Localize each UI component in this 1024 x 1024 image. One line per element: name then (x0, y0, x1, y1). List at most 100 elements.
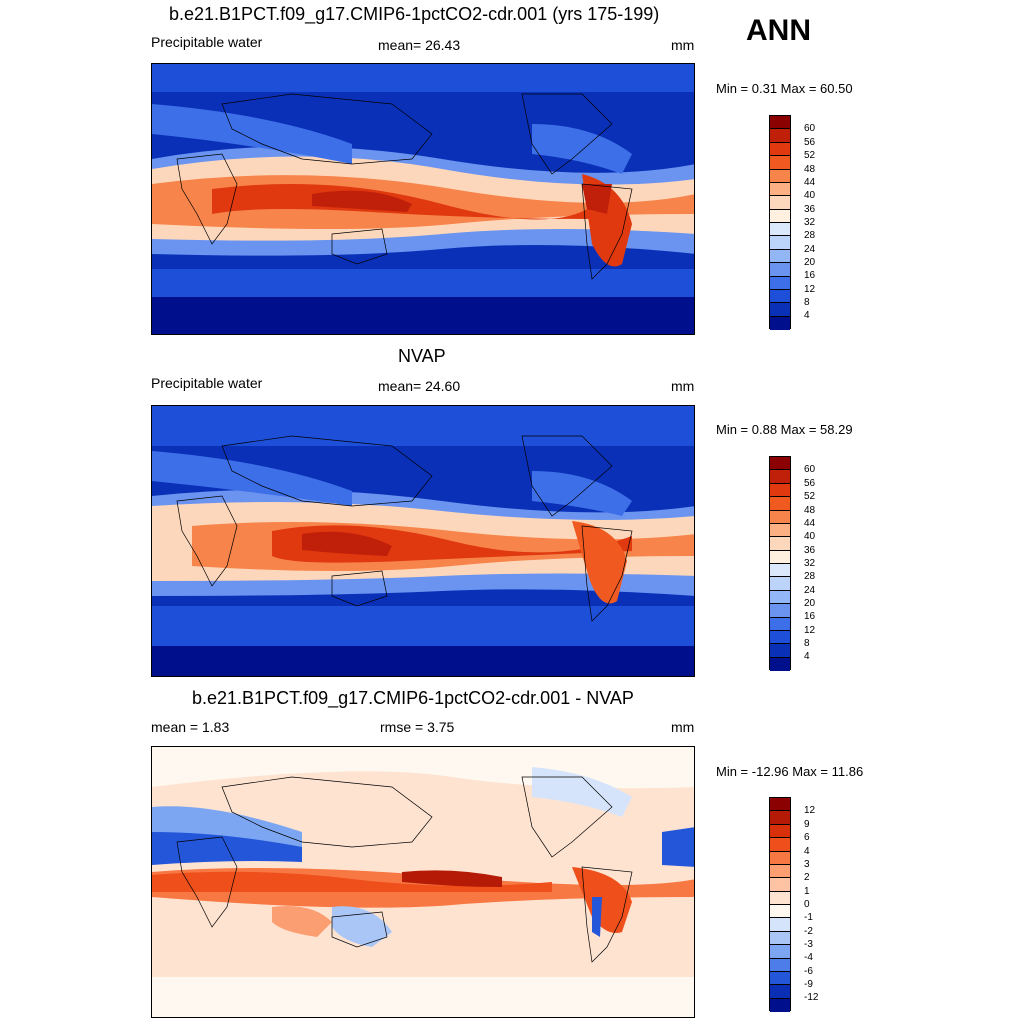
panel3-colorbar-tick: 2 (804, 872, 810, 883)
panel3-colorbar-tick: -9 (804, 979, 813, 990)
panel2-colorbar-tick: 20 (804, 598, 816, 609)
panel3-colorbar-tick: 12 (804, 805, 816, 816)
panel3-colorbar-swatch (770, 905, 790, 919)
panel1-colorbar-tick: 40 (804, 190, 816, 201)
panel3-colorbar-tick: 1 (804, 886, 810, 897)
panel1-colorbar-tick: 4 (804, 310, 810, 321)
panel2-colorbar-tick: 40 (804, 531, 816, 542)
panel1-colorbar-tick: 24 (804, 244, 816, 255)
panel1-colorbar-swatch (770, 223, 790, 237)
panel3-colorbar-tick: 3 (804, 859, 810, 870)
panel3-range-label: Min = -12.96 Max = 11.86 (716, 764, 864, 779)
panel1-colorbar-swatch (770, 316, 790, 330)
panel2-colorbar (769, 456, 791, 671)
panel1-colorbar-swatch (770, 263, 790, 277)
panel2-colorbar-tick: 44 (804, 518, 816, 529)
panel1-colorbar-tick: 60 (804, 123, 816, 134)
panel1-colorbar-swatch (770, 169, 790, 183)
panel1-colorbar-tick: 20 (804, 257, 816, 268)
panel3-colorbar-tick: -2 (804, 926, 813, 937)
panel1-title: b.e21.B1PCT.f09_g17.CMIP6-1pctCO2-cdr.00… (169, 4, 660, 24)
panel3-colorbar-swatch (770, 998, 790, 1012)
panel3-title: b.e21.B1PCT.f09_g17.CMIP6-1pctCO2-cdr.00… (192, 688, 634, 708)
panel2-colorbar-tick: 4 (804, 651, 810, 662)
panel1-colorbar-swatch (770, 289, 790, 304)
panel1-colorbar-tick: 52 (804, 150, 816, 161)
panel2-colorbar-swatch (770, 630, 790, 645)
panel2-colorbar-tick: 16 (804, 611, 816, 622)
panel2-range-label: Min = 0.88 Max = 58.29 (716, 422, 853, 437)
panel1-mean-label: mean= 26.43 (378, 37, 461, 53)
panel1-colorbar-swatch (770, 236, 790, 250)
panel3-colorbar-tick: 0 (804, 899, 810, 910)
panel2-colorbar-tick: 12 (804, 625, 816, 636)
panel3-colorbar-tick: -4 (804, 952, 813, 963)
panel3-colorbar-swatch (770, 985, 790, 999)
panel3-colorbar-tick: 6 (804, 832, 810, 843)
panel3-colorbar-tick: -1 (804, 912, 813, 923)
panel2-colorbar-swatch (770, 510, 790, 524)
panel1-colorbar-swatch (770, 142, 790, 157)
panel2-colorbar-swatch (770, 617, 790, 631)
panel3-rmse-label: rmse = 3.75 (380, 719, 455, 735)
panel3-colorbar-swatch (770, 851, 790, 865)
panel2-colorbar-swatch (770, 537, 790, 551)
panel1-colorbar (769, 115, 791, 330)
panel1-colorbar-swatch (770, 249, 790, 264)
panel2-colorbar-tick: 36 (804, 545, 816, 556)
panel2-colorbar-swatch (770, 470, 790, 484)
panel3-colorbar-swatch (770, 918, 790, 932)
panel3-colorbar-swatch (770, 931, 790, 946)
panel3-colorbar-swatch (770, 798, 790, 812)
panel3-colorbar-swatch (770, 971, 790, 986)
season-label: ANN (746, 14, 811, 47)
panel1-range-label: Min = 0.31 Max = 60.50 (716, 81, 853, 96)
panel2-colorbar-swatch (770, 457, 790, 471)
panel1-colorbar-tick: 56 (804, 137, 816, 148)
panel3-colorbar-swatch (770, 891, 790, 905)
panel1-colorbar-swatch (770, 116, 790, 130)
panel1-map (151, 63, 695, 335)
panel2-colorbar-swatch (770, 550, 790, 564)
panel2-colorbar-swatch (770, 657, 790, 671)
panel1-units-label: mm (671, 37, 695, 53)
panel2-colorbar-tick: 48 (804, 505, 816, 516)
panel3-colorbar (769, 797, 791, 1012)
panel1-colorbar-tick: 44 (804, 177, 816, 188)
panel2-colorbar-tick: 8 (804, 638, 810, 649)
panel3-mean-label: mean = 1.83 (151, 719, 230, 735)
panel1-colorbar-tick: 28 (804, 230, 816, 241)
panel1-left-label: Precipitable water (151, 34, 263, 50)
panel1-colorbar-tick: 8 (804, 297, 810, 308)
panel2-colorbar-swatch (770, 644, 790, 658)
panel2-colorbar-tick: 60 (804, 464, 816, 475)
panel1-colorbar-tick: 48 (804, 164, 816, 175)
panel1-colorbar-tick: 32 (804, 217, 816, 228)
panel2-colorbar-tick: 56 (804, 478, 816, 489)
panel3-colorbar-swatch (770, 958, 790, 972)
panel2-mean-label: mean= 24.60 (378, 378, 461, 394)
panel3-colorbar-tick: -6 (804, 966, 813, 977)
panel3-units-label: mm (671, 719, 695, 735)
panel2-colorbar-tick: 28 (804, 571, 816, 582)
panel3-colorbar-swatch (770, 838, 790, 852)
panel2-colorbar-swatch (770, 497, 790, 511)
panel3-colorbar-swatch (770, 811, 790, 825)
panel2-colorbar-tick: 24 (804, 585, 816, 596)
panel2-colorbar-swatch (770, 604, 790, 618)
panel3-colorbar-tick: -3 (804, 939, 813, 950)
panel2-left-label: Precipitable water (151, 375, 263, 391)
panel2-colorbar-swatch (770, 483, 790, 498)
panel3-colorbar-swatch (770, 824, 790, 839)
panel2-map (151, 405, 695, 677)
panel2-colorbar-swatch (770, 523, 790, 538)
panel2-colorbar-swatch (770, 564, 790, 578)
panel3-colorbar-tick: -12 (804, 992, 819, 1003)
panel2-colorbar-tick: 52 (804, 491, 816, 502)
panel1-colorbar-swatch (770, 182, 790, 197)
panel2-units-label: mm (671, 378, 695, 394)
panel1-colorbar-swatch (770, 303, 790, 317)
panel1-colorbar-tick: 36 (804, 204, 816, 215)
panel3-colorbar-swatch (770, 864, 790, 879)
panel1-colorbar-swatch (770, 196, 790, 210)
